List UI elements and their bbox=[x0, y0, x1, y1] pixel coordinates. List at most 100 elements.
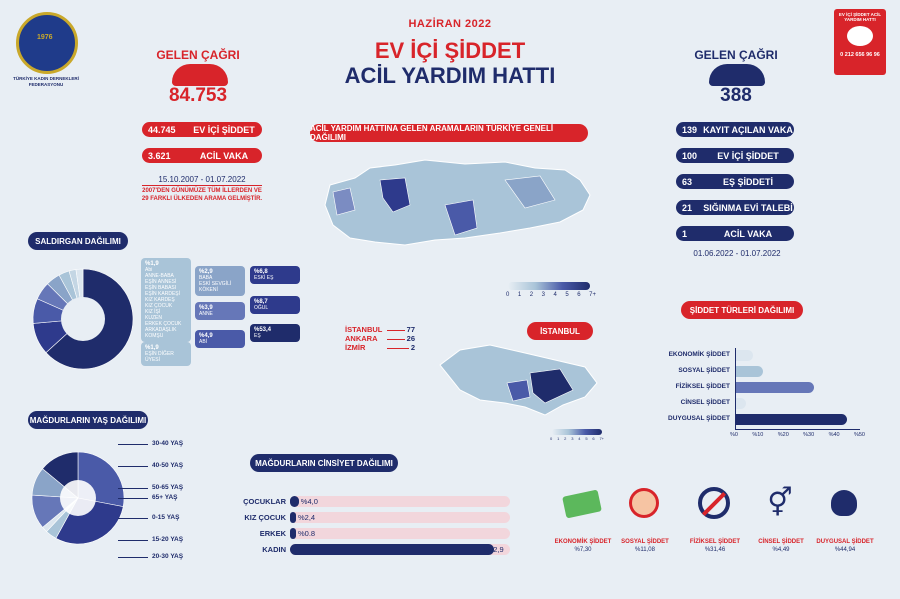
right-calls-label: GELEN ÇAĞRI bbox=[694, 48, 778, 62]
violence-tick: %10 bbox=[752, 432, 764, 438]
istanbul-title: İSTANBUL bbox=[527, 322, 593, 340]
left-item-num: 44.745 bbox=[148, 124, 176, 135]
icon-label: CİNSEL ŞİDDET bbox=[758, 539, 804, 545]
attacker-item: ABİ bbox=[199, 339, 208, 345]
map-tick: 1 bbox=[517, 292, 522, 298]
attacker-item: EŞİN DİĞER ÜYESİ bbox=[145, 351, 174, 363]
right-item-label: SIĞINMA EVİ TALEBİ bbox=[703, 202, 793, 213]
icon-label: DUYGUSAL ŞİDDET bbox=[816, 539, 874, 545]
left-item-label: EV İÇİ ŞİDDET bbox=[193, 124, 255, 135]
no-hit-icon bbox=[696, 485, 732, 521]
hotline-badge: EV İÇİ ŞİDDET ACİL YARDIM HATTI 0 212 65… bbox=[834, 9, 886, 75]
violence-bar bbox=[735, 398, 747, 409]
attacker-item: EŞ bbox=[254, 333, 261, 339]
violence-tick: %0 bbox=[730, 432, 738, 438]
istanbul-tick: 7+ bbox=[599, 436, 604, 441]
violence-tick: %20 bbox=[777, 432, 789, 438]
left-date-range: 15.10.2007 - 01.07.2022 bbox=[158, 175, 246, 184]
right-item-num: 100 bbox=[682, 150, 698, 161]
age-title: MAĞDURLARIN YAŞ DAĞILIMI bbox=[28, 411, 148, 429]
map-section-title: ACİL YARDIM HATTINA GELEN ARAMALARIN TÜR… bbox=[310, 124, 588, 142]
attacker-pct: %3,9 bbox=[199, 305, 213, 311]
attacker-item: ESKİ SEVGİLİ bbox=[199, 281, 232, 287]
icon-value: %31,46 bbox=[704, 547, 726, 553]
gender-bar bbox=[290, 544, 495, 555]
istanbul-tick: 3 bbox=[571, 436, 574, 441]
violence-bar bbox=[735, 414, 848, 425]
gender-label: ÇOCUKLAR bbox=[243, 497, 286, 506]
report-date: HAZİRAN 2022 bbox=[408, 18, 492, 30]
left-item-urgent: 3.621 ACİL VAKA bbox=[142, 148, 262, 163]
istanbul-tick: 2 bbox=[564, 436, 567, 441]
attacker-legend-box: %3,9 ANNE bbox=[195, 302, 245, 320]
age-leader bbox=[118, 518, 148, 519]
map-tick: 6 bbox=[577, 292, 581, 298]
attacker-item: ERKEK ÇOCUK bbox=[145, 321, 182, 327]
right-item-num: 1 bbox=[682, 228, 688, 239]
attacker-item: BABA bbox=[199, 275, 213, 281]
attacker-item: KÖKENİ bbox=[199, 287, 218, 293]
left-item-domestic: 44.745 EV İÇİ ŞİDDET bbox=[142, 122, 262, 137]
violence-x-axis bbox=[735, 429, 860, 430]
age-pie-chart bbox=[31, 451, 125, 545]
istanbul-tick: 1 bbox=[557, 436, 560, 441]
violence-tick: %50 bbox=[853, 432, 865, 438]
left-item-label: ACİL VAKA bbox=[199, 150, 249, 161]
right-item-label: KAYIT AÇILAN VAKA bbox=[703, 124, 793, 135]
hotline-badge-title: EV İÇİ ŞİDDET ACİL YARDIM HATTI bbox=[838, 12, 882, 22]
attacker-legend-box: %2,9 BABA ESKİ SEVGİLİ KÖKENİ bbox=[195, 266, 245, 296]
city-row: İSTANBUL 77 bbox=[345, 325, 415, 334]
icon-label: SOSYAL ŞİDDET bbox=[621, 539, 669, 545]
map-tick: 4 bbox=[553, 292, 557, 298]
gender-value: %4,0 bbox=[300, 497, 318, 506]
violence-label: EKONOMİK ŞİDDET bbox=[668, 351, 730, 358]
attacker-title: SALDIRGAN DAĞILIMI bbox=[28, 232, 128, 250]
attacker-legend-box: %6,8 ESKİ EŞ bbox=[250, 266, 300, 284]
city-leader bbox=[387, 334, 405, 340]
right-item-label: ACİL VAKA bbox=[723, 228, 773, 239]
left-calls-value: 84.753 bbox=[168, 85, 228, 106]
attacker-item: KIZ ÇOCUK bbox=[145, 303, 173, 309]
attacker-item: ESKİ EŞ bbox=[254, 275, 274, 281]
gender-bar bbox=[290, 496, 299, 507]
gender-bar bbox=[290, 528, 296, 539]
page-title: EV İÇİ ŞİDDET bbox=[374, 38, 526, 63]
right-item: 63 EŞ ŞİDDETİ bbox=[676, 174, 794, 189]
federation-logo bbox=[16, 12, 78, 74]
gender-bar-track bbox=[290, 512, 510, 523]
attacker-pct: %1,9 bbox=[145, 345, 159, 351]
map-tick: 7+ bbox=[589, 292, 596, 298]
icon-label: EKONOMİK ŞİDDET bbox=[554, 539, 612, 545]
violence-axis bbox=[735, 348, 736, 430]
attacker-legend-box: %53,4 EŞ bbox=[250, 324, 300, 342]
right-item: 1 ACİL VAKA bbox=[676, 226, 794, 241]
map-tick: 3 bbox=[541, 292, 545, 298]
phone-icon bbox=[709, 64, 765, 86]
city-value: 77 bbox=[406, 325, 415, 334]
istanbul-tick: 6 bbox=[592, 436, 595, 441]
age-leader bbox=[118, 498, 148, 499]
gender-bar-track bbox=[290, 496, 510, 507]
city-name: İSTANBUL bbox=[345, 325, 383, 334]
phone-icon bbox=[172, 64, 228, 86]
attacker-pct: %53,4 bbox=[254, 327, 272, 333]
right-item: 21 SIĞINMA EVİ TALEBİ bbox=[676, 200, 794, 215]
right-item: 139 KAYIT AÇILAN VAKA bbox=[676, 122, 794, 137]
violence-label: DUYGUSAL ŞİDDET bbox=[668, 415, 730, 422]
gender-symbols-icon: ⚥ bbox=[767, 486, 793, 519]
right-item-label: EV İÇİ ŞİDDET bbox=[717, 150, 779, 161]
gender-value: %0.8 bbox=[298, 529, 316, 538]
left-item-num: 3.621 bbox=[148, 150, 171, 161]
attacker-legend-box: %1,9 EŞİN DİĞER ÜYESİ bbox=[141, 342, 191, 366]
crowd-icon bbox=[626, 485, 662, 521]
attacker-item: EŞİN KARDEŞİ bbox=[145, 291, 181, 297]
attacker-pct: %4,9 bbox=[199, 333, 213, 339]
violence-bar bbox=[735, 350, 754, 361]
sad-woman-icon bbox=[826, 485, 862, 521]
attacker-legend-box: %1,9 Abi ANNE-BABA EŞİN ANNESİ EŞİN BABASI EŞ… bbox=[141, 258, 191, 342]
age-label: 65+ YAŞ bbox=[152, 494, 178, 501]
age-label: 20-30 YAŞ bbox=[152, 553, 184, 560]
violence-tick: %40 bbox=[828, 432, 840, 438]
istanbul-map bbox=[439, 344, 598, 416]
map-tick: 2 bbox=[529, 292, 534, 298]
